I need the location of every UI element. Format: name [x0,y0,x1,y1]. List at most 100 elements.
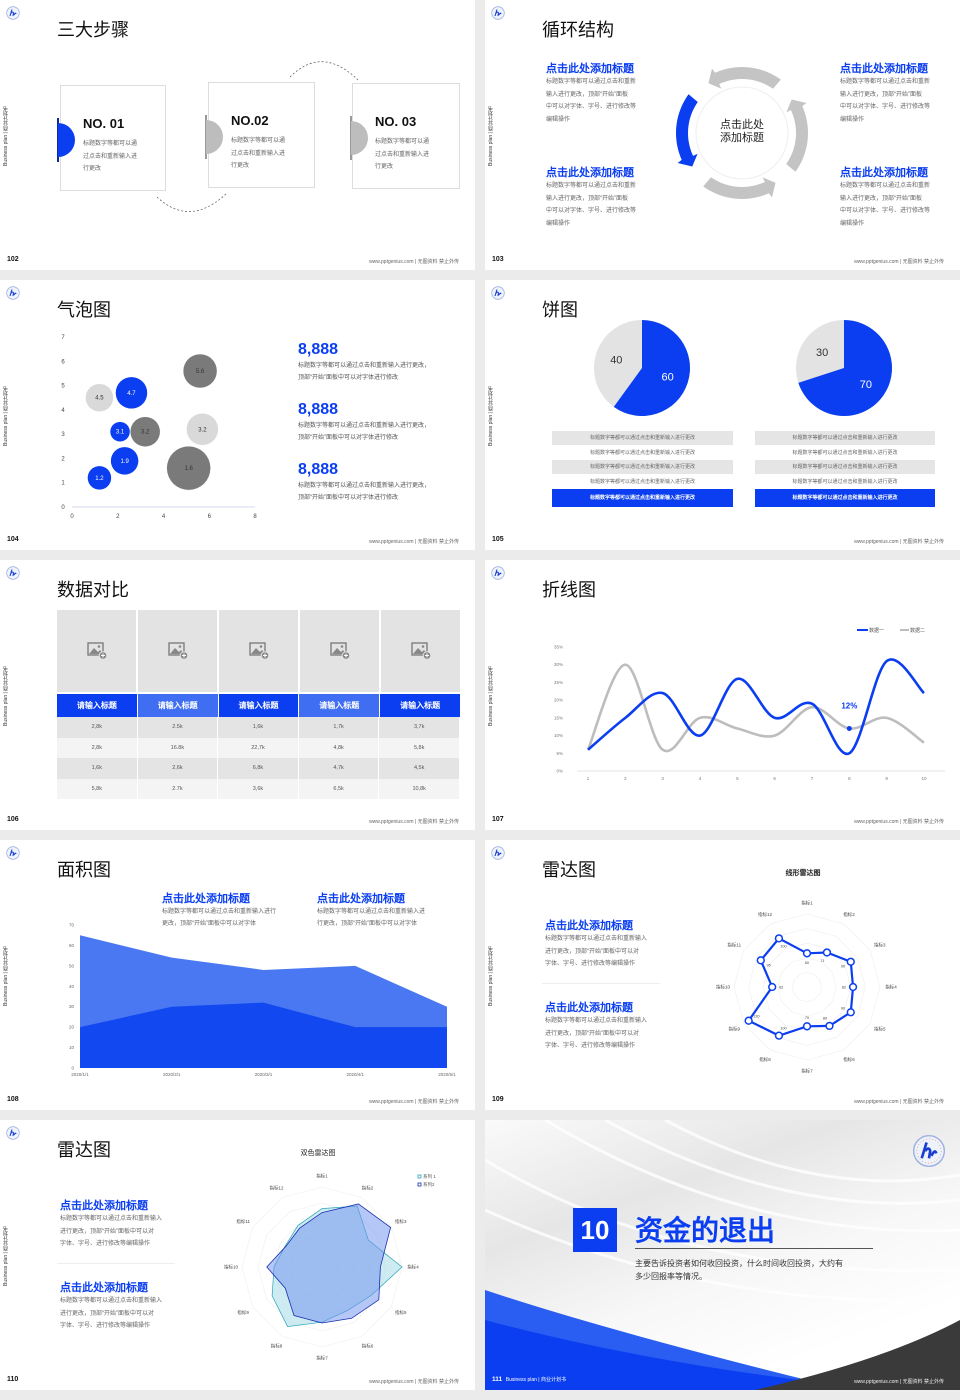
logo-icon [912,1134,946,1168]
radar-axis-label: 指标7 [316,1355,328,1362]
bubble [85,383,114,412]
text-block-2: 点击此处添加标题 标题数字等都可以通过点击和重新输入 进行更改，顶部“开始”面板中… [545,999,647,1053]
legend-label-2: 数据二 [910,627,925,634]
image-placeholder-row [57,610,460,692]
text-block-3: 点击此处添加标题 标题数字等都可以通过点击和重新 输入进行更改，顶部“开始”面板 … [546,164,636,230]
slide-111[interactable]: 10 资金的退出 主要告诉投资者如何收回投资，什么时间收回投资，大约有 多少回报… [485,1120,960,1390]
add-image-icon [86,642,107,660]
radar-axis-label: 指标5 [874,1026,886,1033]
block-heading: 点击此处添加标题 [840,167,928,179]
image-placeholder[interactable] [300,610,379,692]
slide-title: 雷达图 [542,860,596,880]
background-swoosh [485,1120,960,1390]
x-tick-label: 5 [736,776,739,781]
slide-105[interactable]: 饼图 Business plan | 商业计划书 60 40 70 30 标题数字等都… [485,280,960,550]
image-placeholder[interactable] [138,610,217,692]
y-tick-label: 30 [69,1004,75,1009]
footer-text: www.pptgenius.com | 无图资料 禁止外传 [369,819,459,825]
x-tick-label: 9 [885,776,888,781]
slide-106[interactable]: 数据对比 Business plan | 商业计划书 请输入标题 请输入标题 请… [0,560,475,830]
image-placeholder[interactable] [219,610,298,692]
radar-axis-label: 指标11 [727,942,741,949]
radar-point [848,982,858,992]
side-label: Business plan | 商业计划书 [3,1225,9,1287]
table-row: 2,8k 2.5k 1,6k 1,7k 3,7k [57,717,460,738]
bubble-label: 4.5 [95,396,104,402]
x-tick-label: 2 [116,514,120,520]
y-tick-label: 0 [71,1066,74,1071]
y-tick-label: 1 [61,481,65,487]
slide-108[interactable]: 面积图 Business plan | 商业计划书 0 10 20 30 40 50 60 7… [0,840,475,1110]
x-tick-label: 10 [921,776,927,781]
cycle-arrow [703,177,776,199]
radar-point [846,957,855,966]
radar-grid-ring [777,957,837,1017]
add-image-icon [167,642,188,660]
slide-107[interactable]: 折线图 Business plan | 商业计划书 0% 5% 10% 15% 20% 2… [485,560,960,830]
slide-103[interactable]: 循环结构 Business plan | 商业计划书 点击此处添加标题 标题数字等… [485,0,960,270]
annotation-dot [846,725,852,731]
image-placeholder[interactable] [381,610,460,692]
x-tick-label: 4 [162,514,166,520]
text-block-1: 点击此处添加标题 标题数字等都可以通过点击和重新输入 进行更改，顶部“开始”面板中… [545,917,647,971]
table-cell: 3,6k [218,778,299,799]
radar-axis-label: 指标8 [759,1056,771,1063]
radar-axis-label: 指标3 [874,942,886,949]
slide-title: 气泡图 [57,300,111,320]
cycle-arrow [676,94,698,167]
radar-grid-ring [241,1186,403,1348]
step-desc: 标题数字等都可以通 过点击和重新输入进 行更改 [231,138,286,169]
slide-title: 饼图 [542,300,578,320]
x-tick-label: 2020/1/1 [71,1072,89,1077]
step-desc: 标题数字等都可以通 过点击和重新输入进 行更改 [375,139,430,170]
x-tick-label: 8 [848,776,851,781]
table-header[interactable]: 请输入标题 [299,694,380,717]
radar-axis-label: 指标6 [843,1056,855,1063]
table-header[interactable]: 请输入标题 [57,694,137,717]
radar-axis-label: 指标1 [316,1173,328,1180]
slide-109[interactable]: 雷达图 Business plan | 商业计划书 点击此处添加标题 标题数字等都… [485,840,960,1110]
block-heading: 点击此处添加标题 [546,63,634,75]
radar-series-1 [747,936,855,1037]
radar-axis-label: 指标1 [801,900,813,907]
image-placeholder[interactable] [57,610,136,692]
divider [542,983,660,984]
table-header[interactable]: 请输入标题 [218,694,299,717]
x-tick-label: 7 [811,776,814,781]
footer-left: 111 Business plan | 商业计划书 [492,1376,566,1383]
slide-110[interactable]: 雷达图 Business plan | 商业计划书 点击此处添加标题 标题数字等都… [0,1120,475,1390]
chart-title: 线形雷达图 [786,868,821,877]
area-series-2 [80,1002,447,1068]
page-number: 107 [492,816,504,823]
table-cell: 2.7k [138,778,219,799]
bubble [186,413,219,446]
annotation-label: 12% [841,701,857,710]
x-tick-label: 2 [624,776,627,781]
stat-value: 8,888 [298,401,339,418]
radar-axis-label: 指标10 [716,984,731,991]
radar-point [774,1031,784,1040]
y-tick-label: 0 [61,505,65,511]
table-cell: 1,6k [218,717,299,738]
block-heading: 点击此处添加标题 [60,1200,148,1212]
table-header[interactable]: 请输入标题 [137,694,218,717]
cycle-center-label[interactable]: 点击此处 添加标题 [720,119,764,144]
x-tick-label: 6 [773,776,776,781]
bubble [182,353,218,389]
table-header[interactable]: 请输入标题 [380,694,460,717]
pie-label: 60 [662,371,674,383]
radar-grid-ring [762,942,852,1032]
legend-swatch-1 [417,1174,422,1179]
stat-value: 8,888 [298,461,339,478]
page-number: 106 [7,816,19,823]
text-block-2: 点击此处添加标题 标题数字等都可以通过点击和重新 输入进行更改，顶部“开始”面板 … [840,60,930,126]
series-line-2 [586,663,925,753]
table-cell: 4,7k [299,758,380,779]
bubble-label: 4.7 [127,391,136,397]
legend-label-1: 系列 1 [423,1173,436,1180]
footer-text: www.pptgenius.com | 无图资料 禁止外传 [854,1099,944,1105]
slide-title: 三大步骤 [57,20,129,40]
slide-102[interactable]: 三大步骤 Business plan | 商业计划书 NO. 01 标题数字等都… [0,0,475,270]
logo-icon [491,286,505,300]
